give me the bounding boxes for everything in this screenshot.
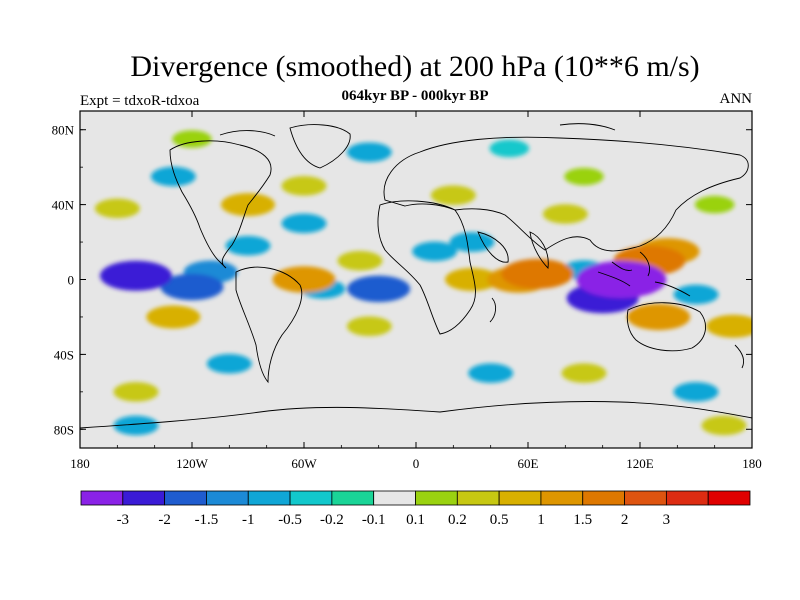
field-cell <box>160 273 224 301</box>
field-cell <box>561 363 607 383</box>
colorbar-swatch <box>665 490 709 506</box>
field-cell <box>100 260 172 291</box>
field-cell <box>673 382 719 402</box>
field-cell <box>150 166 196 187</box>
colorbar-label: -1.5 <box>195 512 219 528</box>
field-cell <box>576 261 667 298</box>
season-label: ANN <box>719 91 753 107</box>
field-cell <box>346 142 392 162</box>
colorbar-label: 0.2 <box>448 512 467 528</box>
field-cell <box>501 258 574 289</box>
period-label: 064kyr BP - 000kyr BP <box>341 88 489 104</box>
colorbar-swatch <box>373 490 416 506</box>
field-cell <box>449 232 495 252</box>
colorbar-label: 0.5 <box>490 512 509 528</box>
colorbar-label: -0.5 <box>278 512 302 528</box>
colorbar-swatch <box>122 490 166 506</box>
field-cell <box>706 314 752 338</box>
colorbar: -3 -2 -1.5 -1 -0.5 -0.2 -0.1 0.1 0.2 0.5 1 1.5 2 3 <box>80 490 751 528</box>
colorbar-swatch <box>582 490 625 506</box>
colorbar-label: -0.2 <box>320 512 344 528</box>
x-tick-label: 120W <box>176 456 209 471</box>
divergence-field <box>94 130 752 436</box>
field-cell <box>272 266 336 293</box>
y-tick-label: 0 <box>68 273 75 288</box>
field-cell <box>113 382 159 402</box>
colorbar-swatch <box>624 490 667 506</box>
field-cell <box>347 275 411 303</box>
field-cell <box>346 316 392 337</box>
field-cell <box>694 195 735 214</box>
x-tick-label: 60W <box>291 456 317 471</box>
colorbar-swatch <box>331 490 375 506</box>
map-axes: 180 120W 60W 0 60E 120E 180 80N 40N 0 40S 80S <box>52 111 762 471</box>
chart-title: Divergence (smoothed) at 200 hPa (10**6 … <box>130 50 700 83</box>
colorbar-swatch <box>164 490 207 506</box>
field-cell <box>445 268 499 291</box>
colorbar-swatch <box>456 490 500 506</box>
colorbar-label: 1.5 <box>573 512 592 528</box>
colorbar-swatch <box>415 490 458 506</box>
colorbar-label: -3 <box>117 512 130 528</box>
field-cell <box>701 415 747 436</box>
colorbar-label: -1 <box>242 512 255 528</box>
colorbar-swatch <box>540 490 584 506</box>
colorbar-swatch <box>707 490 751 506</box>
y-tick-label: 40S <box>54 347 74 362</box>
colorbar-swatch <box>80 490 124 506</box>
field-cell <box>337 251 383 271</box>
colorbar-label: 0.1 <box>406 512 425 528</box>
field-cell <box>94 198 140 219</box>
field-cell <box>430 185 476 205</box>
experiment-label: Expt = tdxoR-tdxoa <box>80 93 200 109</box>
field-cell <box>542 204 588 224</box>
colorbar-label: -2 <box>158 512 171 528</box>
colorbar-label: 2 <box>621 512 629 528</box>
x-tick-label: 120E <box>626 456 654 471</box>
colorbar-swatch <box>289 490 333 506</box>
field-cell <box>564 167 604 186</box>
colorbar-label: 3 <box>663 512 671 528</box>
field-cell <box>225 236 271 256</box>
field-cell <box>206 354 252 374</box>
y-tick-label: 80N <box>52 123 75 138</box>
field-cell <box>281 176 327 196</box>
field-cell <box>468 363 514 383</box>
colorbar-label: -0.1 <box>362 512 386 528</box>
field-cell <box>489 139 530 158</box>
colorbar-label: 1 <box>537 512 545 528</box>
field-cell <box>412 241 458 262</box>
field-cell <box>673 284 719 305</box>
x-tick-label: 180 <box>70 456 90 471</box>
x-tick-label: 0 <box>413 456 420 471</box>
x-tick-label: 60E <box>518 456 539 471</box>
field-cell <box>172 130 212 148</box>
x-tick-label: 180 <box>742 456 762 471</box>
field-cell <box>113 415 159 436</box>
field-cell <box>146 305 201 329</box>
colorbar-swatch <box>498 490 542 506</box>
y-tick-label: 80S <box>54 422 74 437</box>
colorbar-swatch <box>206 490 249 506</box>
field-cell <box>281 213 327 234</box>
colorbar-swatch <box>247 490 291 506</box>
field-cell <box>627 303 691 331</box>
y-tick-label: 40N <box>52 198 75 213</box>
coastlines <box>80 123 752 429</box>
